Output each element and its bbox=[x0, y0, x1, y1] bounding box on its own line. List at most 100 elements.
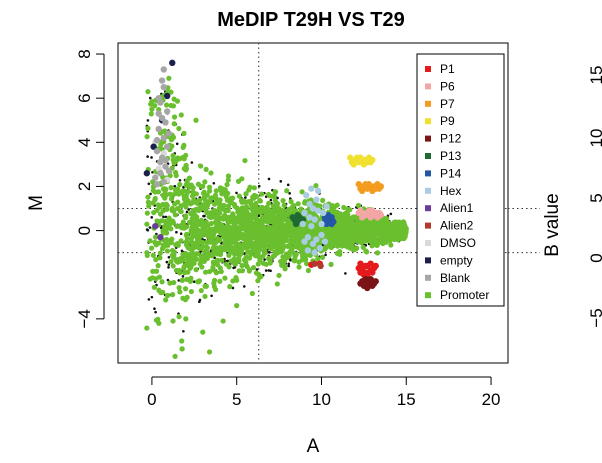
promoter-point bbox=[288, 237, 294, 243]
promoter-point bbox=[297, 231, 303, 237]
legend-label: P14 bbox=[440, 166, 462, 180]
point-hex bbox=[308, 222, 315, 230]
promoter-point bbox=[210, 245, 216, 252]
legend-label: Hex bbox=[440, 184, 461, 198]
promoter-point bbox=[213, 188, 219, 194]
promoter-point bbox=[182, 286, 189, 292]
background-point bbox=[175, 142, 179, 146]
background-point bbox=[162, 215, 165, 219]
promoter-point bbox=[178, 208, 184, 215]
promoter-point bbox=[225, 224, 231, 231]
promoter-point bbox=[149, 106, 155, 112]
promoter-point bbox=[178, 203, 184, 209]
y-tick-label: 4 bbox=[75, 138, 94, 147]
promoter-point bbox=[208, 239, 214, 245]
promoter-point bbox=[195, 181, 202, 187]
point-blank bbox=[155, 110, 162, 117]
promoter-point bbox=[233, 275, 239, 281]
promoter-point bbox=[241, 257, 248, 263]
promoter-point bbox=[242, 157, 248, 164]
promoter-point bbox=[345, 207, 351, 213]
promoter-point bbox=[227, 284, 233, 290]
promoter-point bbox=[175, 186, 181, 192]
promoter-point bbox=[217, 278, 223, 284]
promoter-point bbox=[183, 250, 189, 257]
promoter-point bbox=[246, 187, 252, 193]
promoter-point bbox=[195, 279, 201, 285]
promoter-point bbox=[164, 203, 170, 209]
promoter-point bbox=[388, 242, 394, 248]
background-points bbox=[144, 75, 409, 359]
background-point bbox=[167, 255, 171, 259]
promoter-point bbox=[181, 130, 187, 136]
promoter-point bbox=[226, 264, 232, 270]
promoter-point bbox=[258, 217, 265, 223]
promoter-point bbox=[266, 200, 272, 206]
promoter-point bbox=[169, 143, 175, 149]
legend-label: P13 bbox=[440, 149, 462, 163]
promoter-point bbox=[183, 239, 189, 245]
point-blank bbox=[165, 167, 173, 175]
promoter-point bbox=[347, 245, 354, 251]
promoter-point bbox=[189, 234, 195, 240]
promoter-point bbox=[164, 248, 171, 254]
promoter-point bbox=[239, 199, 245, 205]
y-tick-label: 8 bbox=[75, 49, 94, 58]
promoter-point bbox=[160, 192, 166, 198]
promoter-point bbox=[293, 236, 299, 242]
background-point bbox=[150, 295, 154, 299]
promoter-point bbox=[222, 247, 228, 253]
second-panel-tick-label: −5 bbox=[587, 308, 602, 327]
promoter-point bbox=[270, 203, 276, 209]
promoter-point bbox=[246, 268, 252, 274]
promoter-point bbox=[226, 252, 232, 259]
point-hex bbox=[314, 187, 322, 195]
promoter-point bbox=[199, 239, 205, 245]
promoter-point bbox=[208, 220, 215, 227]
legend-label: Alien2 bbox=[440, 219, 474, 233]
promoter-point bbox=[174, 258, 180, 264]
promoter-point bbox=[150, 187, 156, 194]
promoter-point bbox=[183, 232, 189, 238]
background-point bbox=[148, 96, 152, 100]
legend-label: P1 bbox=[440, 62, 455, 76]
promoter-point bbox=[198, 233, 204, 239]
promoter-point bbox=[276, 272, 282, 279]
background-point bbox=[288, 192, 291, 195]
promoter-point bbox=[145, 89, 151, 95]
point-alien2 bbox=[317, 262, 324, 270]
promoter-point bbox=[204, 192, 210, 198]
promoter-point bbox=[193, 117, 199, 123]
background-point bbox=[164, 215, 168, 219]
promoter-point bbox=[172, 169, 179, 176]
promoter-point bbox=[168, 102, 174, 109]
point-blank bbox=[158, 114, 166, 122]
background-point bbox=[233, 265, 237, 269]
promoter-point bbox=[254, 238, 260, 244]
promoter-point bbox=[252, 248, 258, 255]
promoter-point bbox=[163, 102, 170, 108]
background-point bbox=[178, 178, 182, 182]
background-point bbox=[244, 196, 247, 199]
point-hex bbox=[306, 200, 313, 208]
point-p6 bbox=[357, 207, 364, 214]
promoter-point bbox=[267, 245, 273, 251]
background-point bbox=[255, 268, 259, 271]
promoter-point bbox=[168, 89, 174, 95]
promoter-point bbox=[194, 218, 200, 224]
promoter-point bbox=[152, 195, 158, 202]
y-tick-label: 2 bbox=[75, 182, 94, 191]
promoter-point bbox=[150, 268, 156, 274]
promoter-point bbox=[157, 255, 163, 261]
promoter-point bbox=[239, 262, 245, 269]
background-point bbox=[192, 280, 196, 284]
y-tick-label: −4 bbox=[75, 309, 94, 328]
promoter-point bbox=[303, 256, 309, 262]
promoter-point bbox=[279, 262, 285, 268]
promoter-point bbox=[319, 254, 326, 260]
point-blank bbox=[160, 134, 167, 142]
promoter-point bbox=[262, 209, 269, 216]
background-point bbox=[269, 198, 273, 202]
promoter-point bbox=[258, 242, 264, 249]
promoter-point bbox=[377, 236, 383, 242]
